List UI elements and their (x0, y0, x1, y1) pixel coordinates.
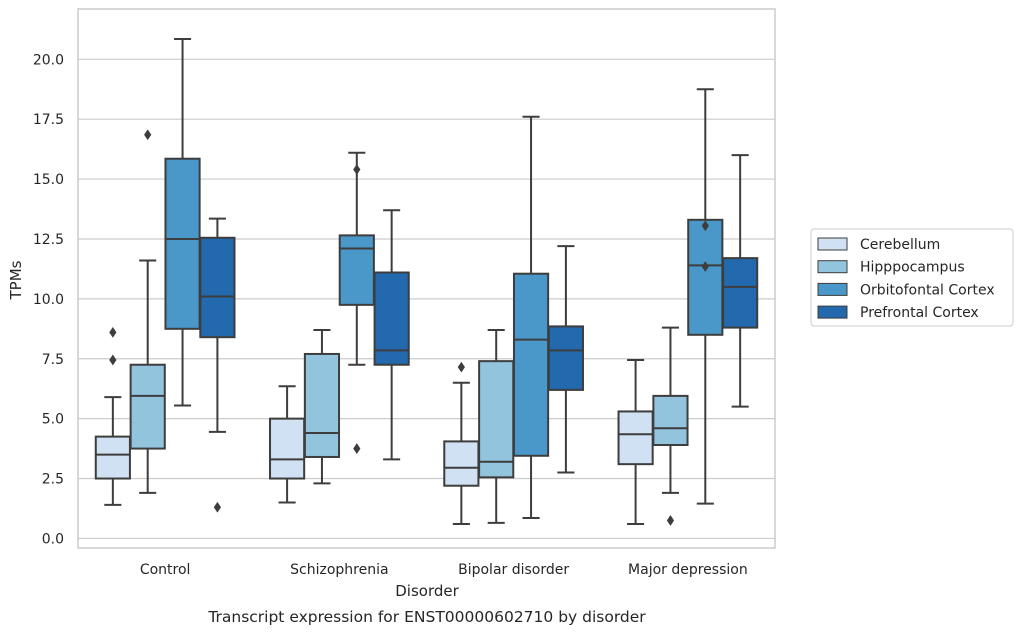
box-cerebellum-2 (443, 361, 480, 526)
box-iqr (547, 325, 584, 391)
y-tick-label: 12.5 (33, 232, 64, 248)
plot-border (77, 8, 776, 549)
outlier-point-1 (701, 220, 709, 232)
box-cerebellum-1 (269, 385, 306, 504)
outlier-point-1 (353, 443, 361, 454)
y-tick-label: 17.5 (33, 112, 64, 128)
box-iqr (512, 272, 550, 457)
legend-swatch (817, 237, 848, 251)
outlier-point-0 (144, 129, 152, 141)
legend-label: Hipppocampus (860, 260, 965, 276)
y-tick-label: 2.5 (42, 472, 64, 488)
y-tick-label: 5.0 (42, 412, 64, 428)
y-tick-label: 20.0 (33, 52, 64, 68)
box-prefrontal-cortex-0 (199, 217, 236, 513)
outlier-point-1 (109, 327, 117, 338)
legend-swatch (817, 305, 848, 319)
box-iqr (94, 435, 131, 480)
box-iqr (722, 257, 759, 329)
box-orbitofontal-cortex-2 (512, 115, 550, 520)
y-tick-label: 0.0 (42, 531, 64, 547)
box-prefrontal-cortex-3 (722, 154, 759, 408)
box-hipppocampus-2 (478, 329, 515, 524)
legend-label: Prefrontal Cortex (860, 305, 979, 321)
legend-swatch (817, 282, 848, 296)
x-tick-label: Bipolar disorder (458, 562, 569, 578)
box-orbitofontal-cortex-0 (164, 37, 201, 407)
y-tick-labels: 0.0 2.5 5.0 7.5 10.0 12.5 15.0 17.5 20.0 (33, 52, 64, 547)
box-hipppocampus-3 (652, 326, 689, 526)
box-iqr (687, 218, 724, 336)
y-axis-label: TPMs (7, 260, 25, 300)
box-iqr (478, 360, 515, 479)
legend-label: Cerebellum (860, 237, 940, 253)
x-tick-label: Major depression (628, 562, 748, 578)
box-iqr (129, 363, 166, 450)
x-tick-label: Control (140, 562, 191, 578)
outlier-point-0 (701, 261, 709, 272)
outlier-point-0 (109, 354, 117, 366)
box-hipppocampus-1 (303, 329, 341, 485)
x-axis-label: Disorder (395, 582, 459, 600)
box-iqr (338, 234, 375, 306)
box-cerebellum-3 (617, 358, 654, 526)
y-tick-label: 10.0 (33, 292, 64, 308)
legend: Cerebellum Hipppocampus Orbitofontal Corte… (810, 228, 1014, 327)
box-iqr (443, 440, 480, 487)
outlier-point-0 (213, 501, 221, 513)
box-iqr (164, 157, 201, 330)
outlier-point-0 (353, 164, 361, 175)
outlier-point-0 (666, 515, 675, 526)
box-iqr (652, 394, 689, 446)
box-prefrontal-cortex-1 (373, 209, 410, 461)
box-cerebellum-0 (94, 327, 131, 506)
box-iqr (269, 417, 306, 480)
x-tick-labels: Control Schizophrenia Bipolar disorder Majo… (140, 562, 748, 578)
y-tick-label: 15.0 (33, 172, 64, 188)
legend-swatch (817, 260, 848, 274)
box-iqr (199, 236, 236, 339)
box-layer (94, 37, 759, 526)
plot-frame (77, 8, 776, 549)
box-hipppocampus-0 (129, 129, 166, 494)
outlier-point-0 (457, 361, 465, 373)
box-iqr (303, 352, 341, 458)
x-tick-label: Schizophrenia (290, 562, 388, 578)
box-iqr (617, 410, 654, 466)
chart-caption: Transcript expression for ENST0000060271… (207, 608, 646, 626)
legend-label: Orbitofontal Cortex (860, 282, 995, 298)
box-orbitofontal-cortex-1 (338, 151, 375, 454)
box-prefrontal-cortex-2 (547, 245, 584, 474)
box-orbitofontal-cortex-3 (687, 88, 724, 505)
legend-box (810, 228, 1014, 327)
y-tick-label: 7.5 (42, 352, 64, 368)
